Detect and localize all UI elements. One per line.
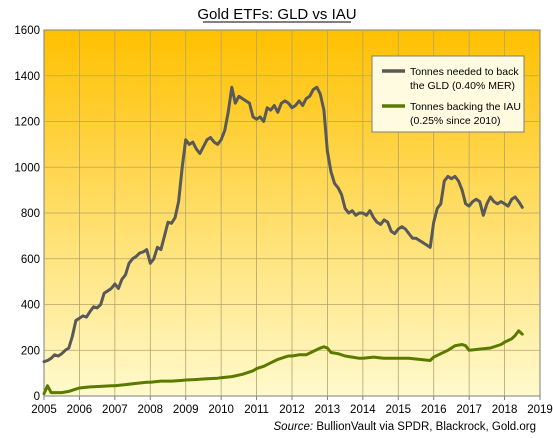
source-label: Source: (274, 421, 314, 433)
series-line-gld (42, 85, 524, 364)
source-text: BullionVault via SPDR, Blackrock, Gold.o… (313, 421, 536, 433)
x-tick-label: 2017 (456, 404, 482, 416)
legend: Tonnes needed to back the GLD (0.40% MER… (371, 55, 525, 133)
y-tick-label: 600 (21, 254, 40, 266)
x-tick-label: 2014 (350, 404, 376, 416)
legend-box (371, 55, 525, 133)
x-tick-label: 2008 (137, 404, 163, 416)
x-tick-label: 2006 (67, 404, 93, 416)
x-tick-label: 2012 (279, 404, 305, 416)
legend-label-iau-line1: Tonnes backing the IAU (410, 101, 521, 113)
y-tick-label: 1400 (14, 71, 40, 83)
legend-label-gld-line1: Tonnes needed to back (410, 66, 519, 78)
series-line-iau (42, 329, 524, 396)
x-tick-label: 2013 (315, 404, 341, 416)
x-tick-label: 2005 (31, 404, 57, 416)
x-tick-label: 2010 (208, 404, 234, 416)
x-axis: 2005 2006 2007 2008 2009 2010 2011 2012 2013 2014… (31, 396, 553, 416)
y-tick-label: 400 (21, 300, 40, 312)
x-tick-label: 2009 (173, 404, 199, 416)
x-tick-label: 2011 (244, 404, 269, 416)
x-tick-label: 2019 (527, 404, 553, 416)
y-tick-label: 200 (21, 345, 40, 357)
y-tick-label: 800 (21, 208, 40, 220)
y-tick-label: 1000 (14, 162, 40, 174)
y-tick-label: 0 (34, 391, 40, 403)
y-tick-label: 1200 (14, 117, 40, 129)
x-tick-label: 2015 (385, 404, 411, 416)
chart-title: Gold ETFs: GLD vs IAU (197, 6, 356, 23)
series-layer (42, 85, 524, 396)
y-tick-label: 1600 (14, 25, 40, 37)
legend-label-gld-line2: the GLD (0.40% MER) (410, 80, 515, 92)
y-axis: 0 200 400 600 800 1000 1200 1400 1600 (14, 25, 40, 403)
legend-label-iau-line2: (0.25% since 2010) (410, 115, 500, 127)
x-tick-label: 2007 (102, 404, 128, 416)
source-note: Source: BullionVault via SPDR, Blackrock… (274, 421, 537, 433)
x-tick-label: 2018 (492, 404, 518, 416)
x-tick-label: 2016 (421, 404, 447, 416)
